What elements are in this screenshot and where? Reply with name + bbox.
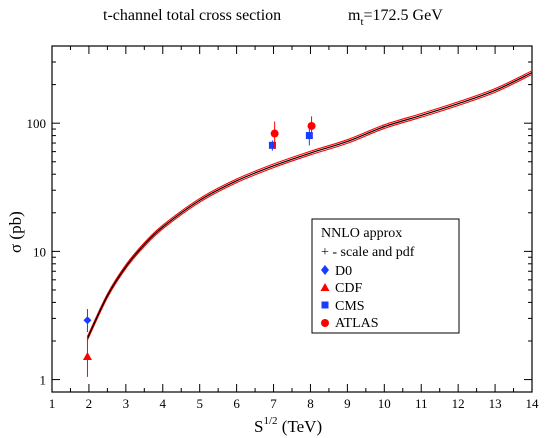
chart-title-mass-sub: t — [360, 16, 363, 28]
band-lower-line — [86, 73, 533, 341]
legend-marker-cms — [321, 301, 329, 309]
legend-marker-d0 — [321, 265, 329, 275]
data-point-cms — [305, 132, 313, 140]
legend: NNLO approx + - scale and pdf D0 CDF CMS… — [311, 218, 460, 334]
x-tick-label: 4 — [160, 396, 167, 411]
x-tick-label: 6 — [233, 396, 240, 411]
legend-marker-cdf — [320, 283, 330, 291]
x-axis-label-sup: 1/2 — [263, 415, 277, 427]
x-tick-label: 8 — [307, 396, 314, 411]
data-point-atlas — [270, 129, 279, 138]
chart-title: t-channel total cross section — [103, 7, 281, 24]
plot-frame — [51, 45, 533, 393]
y-axis-label: σ (pb) — [6, 211, 25, 253]
x-tick-label: 7 — [270, 396, 277, 411]
data-point-cdf — [82, 352, 92, 361]
chart-title-mass-value: =172.5 GeV — [364, 7, 444, 24]
x-tick-label: 14 — [526, 396, 540, 411]
chart-title-mass-m: m — [348, 7, 361, 24]
data-point-d0 — [83, 316, 92, 325]
legend-label-nnlo: NNLO approx — [321, 226, 402, 241]
x-tick-label: 11 — [415, 396, 428, 411]
points-layer — [82, 116, 316, 377]
legend-box — [311, 218, 460, 334]
legend-label-scale-pdf: + - scale and pdf — [321, 245, 415, 260]
legend-label-atlas: ATLAS — [335, 316, 379, 331]
x-axis-label: S1/2 (TeV) — [254, 415, 322, 436]
x-tick-label: 1 — [49, 396, 56, 411]
y-tick-label: 100 — [27, 116, 47, 131]
legend-label-cms: CMS — [335, 299, 365, 314]
x-tick-label: 2 — [86, 396, 93, 411]
x-tick-label: 13 — [489, 396, 502, 411]
x-tick-label: 5 — [196, 396, 203, 411]
x-axis-label-unit: (TeV) — [278, 417, 323, 436]
chart-title-mass: mt=172.5 GeV — [348, 7, 443, 28]
nnlo-central-line — [86, 72, 533, 339]
legend-label-d0: D0 — [335, 264, 352, 279]
legend-label-cdf: CDF — [335, 281, 362, 296]
x-tick-label: 12 — [452, 396, 465, 411]
curve-layer — [86, 70, 533, 341]
data-point-cms — [268, 141, 276, 149]
legend-marker-atlas — [321, 319, 329, 327]
data-point-atlas — [307, 121, 316, 130]
band-upper-line — [86, 70, 533, 337]
x-tick-label: 10 — [378, 396, 391, 411]
x-tick-label: 3 — [123, 396, 130, 411]
x-tick-label: 9 — [344, 396, 351, 411]
y-tick-label: 1 — [40, 373, 47, 388]
x-axis-label-s: S — [254, 417, 263, 436]
y-tick-label: 10 — [33, 244, 46, 259]
